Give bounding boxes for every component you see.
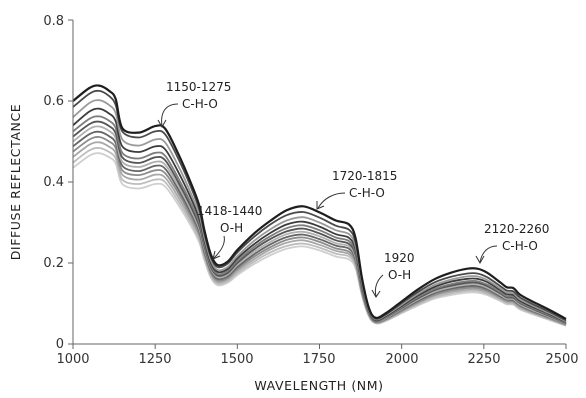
annotation-range-5: 2120-2260 [484,222,549,236]
y-tick-label: 0.4 [43,175,64,190]
spectrum-line-8 [72,130,567,326]
y-tick-label: 0 [56,337,64,352]
y-tick-label: 0.6 [43,94,64,109]
x-tick-label: 1750 [302,352,335,367]
annotation-arrow-2 [213,235,225,259]
tick-labels: 1000 1250 1500 1750 2000 2250 2500 0 0.2… [43,14,578,367]
annotation-arrow-3 [317,192,346,209]
x-tick-label: 1500 [220,352,253,367]
spectrum-line-2 [72,89,567,322]
annotation-arrowhead-5 [475,255,485,265]
x-tick-label: 1250 [138,352,171,367]
annotation-arrow-4 [374,274,384,297]
x-tick-label: 2000 [385,352,418,367]
x-tick-label: 2250 [467,352,500,367]
annotation-arrowhead-3 [316,201,325,210]
spectrum-line-11 [72,147,567,327]
spectrum-line-10 [72,141,567,326]
spectrum-line-5 [72,115,567,324]
annotation-arrowhead-2 [212,250,221,260]
annotation-group-2: O-H [220,221,243,235]
annotation-arrowhead-1 [157,119,167,129]
axis-ticks [68,19,567,349]
x-tick-label: 1000 [56,352,89,367]
spectrum-line-6 [72,120,567,325]
spectrum-line-7 [72,125,567,325]
spectrum-line-1 [72,84,567,320]
annotation-range-4: 1920 [384,251,415,265]
y-tick-label: 0.2 [43,256,64,271]
annotation-range-2: 1418-1440 [197,204,262,218]
x-tick-label: 2500 [545,352,578,367]
y-tick-label: 0.8 [43,14,64,29]
annotation-group-5: C-H-O [502,239,538,253]
spectrum-line-12 [72,152,567,327]
annotations: 1150-1275 C-H-O 1418-1440 O-H 1720-1815 … [157,80,549,298]
annotation-arrowhead-4 [371,289,381,298]
spectrum-line-9 [72,136,567,326]
spectrum-line-4 [72,107,567,323]
x-axis-title: WAVELENGTH (NM) [254,378,383,393]
annotation-group-4: O-H [388,268,411,282]
annotation-group-3: C-H-O [349,186,385,200]
y-axis-title: DIFFUSE REFLECTANCE [8,104,23,261]
spectra-lines [72,84,567,327]
annotation-arrow-1 [161,103,179,127]
spectrum-line-3 [72,99,567,323]
annotation-range-1: 1150-1275 [166,80,231,94]
annotation-range-3: 1720-1815 [332,169,397,183]
annotation-arrow-5 [479,245,498,263]
annotation-group-1: C-H-O [182,97,218,111]
